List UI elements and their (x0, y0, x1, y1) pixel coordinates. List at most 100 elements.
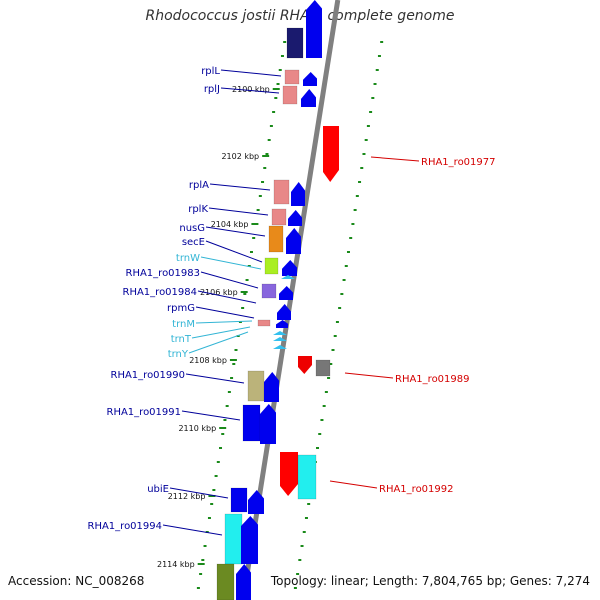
label-leader (344, 372, 394, 379)
label-leader (205, 240, 263, 263)
kbp-tick (240, 291, 248, 293)
gene-arrow-forward (248, 490, 264, 514)
left-track-dot (243, 293, 247, 295)
gene-block (273, 179, 290, 205)
right-track-dot (331, 349, 335, 351)
right-track-dot (335, 321, 339, 323)
left-track-dot (278, 69, 282, 71)
left-track-dot (267, 139, 271, 141)
label-leader (200, 256, 262, 270)
right-track-dot (366, 125, 370, 127)
label-leader (220, 69, 282, 77)
right-track-dot (304, 517, 308, 519)
gene-block (282, 85, 298, 105)
gene-arrow-forward (286, 228, 301, 254)
left-track-dot (252, 237, 256, 239)
label-leader (195, 306, 255, 319)
left-track-dot (265, 153, 269, 155)
left-track-dot (203, 545, 207, 547)
left-track-dot (249, 251, 253, 253)
left-track-dot (199, 573, 203, 575)
label-leader (329, 480, 378, 489)
gene-arrow-forward (241, 516, 258, 564)
right-track-dot (307, 503, 311, 505)
kbp-label: 2114 kbp (157, 560, 195, 569)
left-track-dot (283, 41, 287, 43)
gene-arrow-forward (264, 372, 279, 402)
kbp-label: 2108 kbp (189, 356, 227, 365)
left-track-dot (272, 111, 276, 113)
kbp-label: 2112 kbp (168, 492, 206, 501)
kbp-tick (229, 359, 237, 361)
right-track-dot (302, 531, 306, 533)
trna-marker (281, 275, 295, 279)
right-track-dot (338, 307, 342, 309)
kbp-tick (251, 223, 259, 225)
left-track-dot (212, 489, 216, 491)
gene-arrow-forward (276, 320, 288, 328)
gene-block (315, 359, 331, 377)
label-leader (220, 87, 280, 94)
gene-label: RHA1_ro01991 (107, 407, 182, 418)
gene-label: trnY (168, 349, 189, 360)
gene-arrow-forward (306, 0, 322, 58)
label-leader (162, 524, 223, 536)
trna-marker (273, 337, 287, 341)
gene-label: RHA1_ro01984 (123, 287, 198, 298)
kbp-label: 2106 kbp (200, 288, 238, 297)
tick-marks: 2100 kbp 2102 kbp 2104 kbp 2106 kbp 2108 kbp… (157, 41, 384, 589)
gene-block (261, 283, 277, 299)
gene-block (257, 319, 271, 327)
gene-arrow-reverse (323, 126, 339, 182)
right-track-dot (360, 167, 364, 169)
gene-block (271, 208, 287, 226)
left-track-dot (263, 167, 267, 169)
gene-block (268, 225, 284, 253)
label-leader (370, 156, 420, 162)
right-track-dot (298, 559, 302, 561)
gene-label: ubiE (147, 484, 169, 495)
right-track-dot (342, 279, 346, 281)
label-leader (209, 183, 271, 191)
gene-features (216, 0, 339, 600)
left-track-dot (227, 391, 231, 393)
left-track-dot (280, 55, 284, 57)
label-leader-lines (162, 69, 420, 536)
trna-marker (273, 331, 287, 335)
right-track-dot (380, 41, 384, 43)
left-track-dot (234, 349, 238, 351)
gene-block (284, 69, 300, 85)
right-track-dot (316, 447, 320, 449)
map-title: Rhodococcus jostii RHA1, complete genome (145, 8, 455, 24)
right-track-dot (358, 181, 362, 183)
gene-label: trnM (172, 319, 195, 330)
label-leader (200, 271, 259, 289)
topology-text: Topology: linear; Length: 7,804,765 bp; … (270, 574, 590, 588)
kbp-label: 2104 kbp (211, 220, 249, 229)
right-track-dot (340, 293, 344, 295)
right-track-dot (355, 195, 359, 197)
gene-block (216, 563, 235, 600)
right-track-dot (371, 97, 375, 99)
gene-label: rplJ (204, 84, 220, 95)
gene-arrow-forward (236, 564, 251, 600)
kbp-tick (197, 563, 205, 565)
gene-block (297, 454, 317, 500)
left-track-dot (232, 363, 236, 365)
right-track-dot (293, 587, 297, 589)
right-track-dot (377, 55, 381, 57)
gene-block (286, 27, 304, 59)
kbp-label: 2110 kbp (178, 424, 216, 433)
left-track-dot (201, 559, 205, 561)
right-track-dot (351, 223, 355, 225)
right-track-dot (346, 251, 350, 253)
kbp-tick (208, 495, 216, 497)
left-track-dot (225, 405, 229, 407)
right-track-dot (333, 335, 337, 337)
gene-label: secE (182, 237, 205, 248)
left-track-dot (210, 503, 214, 505)
label-leader (169, 487, 229, 499)
accession-text: Accession: NC_008268 (8, 574, 145, 588)
left-track-dot (258, 195, 262, 197)
left-track-dot (216, 461, 220, 463)
